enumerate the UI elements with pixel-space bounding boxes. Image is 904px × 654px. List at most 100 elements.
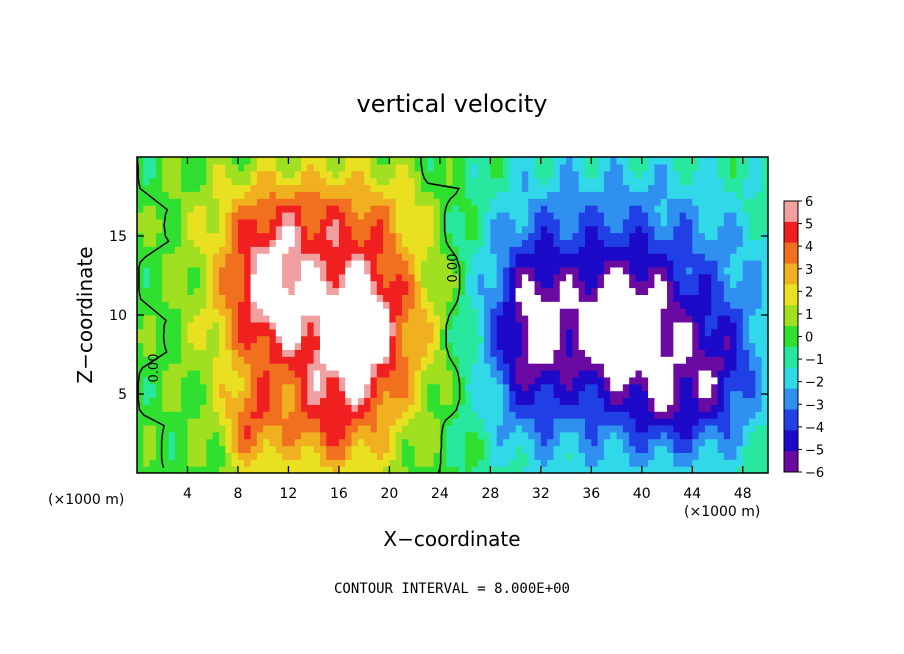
field-cell xyxy=(502,232,510,241)
field-cell xyxy=(711,404,719,412)
field-cell xyxy=(559,301,567,309)
field-cell xyxy=(559,232,567,241)
field-cell xyxy=(465,177,473,186)
field-cell xyxy=(635,157,643,165)
field-cell xyxy=(648,163,656,172)
field-cell xyxy=(288,246,296,254)
field-cell xyxy=(717,294,725,302)
field-cell xyxy=(471,445,479,453)
field-cell xyxy=(439,349,447,357)
field-cell xyxy=(654,452,662,460)
field-cell xyxy=(692,335,700,344)
field-cell xyxy=(477,328,485,337)
field-cell xyxy=(458,170,466,179)
field-cell xyxy=(162,225,170,234)
field-cell xyxy=(275,191,283,199)
field-cell xyxy=(294,349,302,357)
field-cell xyxy=(433,225,441,234)
field-cell xyxy=(761,411,768,419)
field-cell xyxy=(635,466,643,473)
field-cell xyxy=(591,301,599,309)
field-cell xyxy=(275,266,283,275)
field-cell xyxy=(730,253,738,261)
field-cell xyxy=(736,184,744,192)
field-cell xyxy=(502,431,510,440)
field-cell xyxy=(244,418,252,426)
field-cell xyxy=(301,390,308,399)
field-cell xyxy=(326,184,334,192)
field-cell xyxy=(749,177,756,186)
field-cell xyxy=(458,438,466,447)
field-cell xyxy=(540,157,548,165)
field-cell xyxy=(414,294,422,302)
field-cell xyxy=(578,390,586,399)
field-cell xyxy=(212,246,220,254)
field-cell xyxy=(200,280,208,289)
field-cell xyxy=(433,163,441,172)
field-cell xyxy=(717,431,725,440)
field-cell xyxy=(629,184,637,192)
field-cell xyxy=(345,404,353,412)
field-cell xyxy=(219,328,226,337)
field-cell xyxy=(263,232,271,241)
field-cell xyxy=(528,328,536,337)
field-cell xyxy=(597,253,605,261)
field-cell xyxy=(528,260,536,268)
field-cell xyxy=(452,328,460,337)
field-cell xyxy=(572,294,580,302)
field-cell xyxy=(174,294,182,302)
field-cell xyxy=(357,363,365,371)
colorbar-label: −6 xyxy=(805,466,824,481)
field-cell xyxy=(288,328,296,337)
field-cell xyxy=(137,376,144,385)
field-cell xyxy=(319,177,327,186)
field-cell xyxy=(351,294,359,302)
field-cell xyxy=(629,459,637,467)
field-cell xyxy=(603,246,611,254)
field-cell xyxy=(458,349,466,357)
field-cell xyxy=(742,431,750,440)
field-cell xyxy=(237,397,245,405)
field-cell xyxy=(591,170,599,179)
field-cell xyxy=(496,177,504,186)
field-cell xyxy=(496,163,504,172)
field-cell xyxy=(149,459,157,467)
field-cell xyxy=(376,438,384,447)
field-cell xyxy=(313,335,321,344)
field-cell xyxy=(364,170,372,179)
field-cell xyxy=(326,260,334,268)
field-cell xyxy=(749,376,756,385)
field-cell xyxy=(282,232,290,241)
field-cell xyxy=(288,431,296,440)
field-cell xyxy=(616,466,624,473)
field-cell xyxy=(667,390,674,399)
field-cell xyxy=(288,418,296,426)
field-cell xyxy=(193,246,201,254)
field-cell xyxy=(288,315,296,323)
field-cell xyxy=(168,466,176,473)
field-cell xyxy=(402,294,409,302)
field-cell xyxy=(137,205,144,213)
field-cell xyxy=(187,404,195,412)
field-cell xyxy=(749,191,756,199)
field-cell xyxy=(364,376,372,385)
field-cell xyxy=(553,335,561,344)
field-cell xyxy=(465,157,473,165)
field-cell xyxy=(673,411,681,419)
field-cell xyxy=(402,383,409,392)
field-cell xyxy=(263,369,271,378)
field-cell xyxy=(717,404,725,412)
field-cell xyxy=(174,424,182,433)
field-cell xyxy=(490,294,498,302)
field-cell xyxy=(578,363,586,371)
field-cell xyxy=(484,349,491,357)
field-cell xyxy=(749,390,756,399)
field-cell xyxy=(458,273,466,282)
field-cell xyxy=(465,260,473,268)
field-cell xyxy=(439,356,447,364)
field-cell xyxy=(597,466,605,473)
field-cell xyxy=(761,253,768,261)
field-cell xyxy=(667,205,674,213)
field-cell xyxy=(332,225,340,234)
field-cell xyxy=(162,191,170,199)
